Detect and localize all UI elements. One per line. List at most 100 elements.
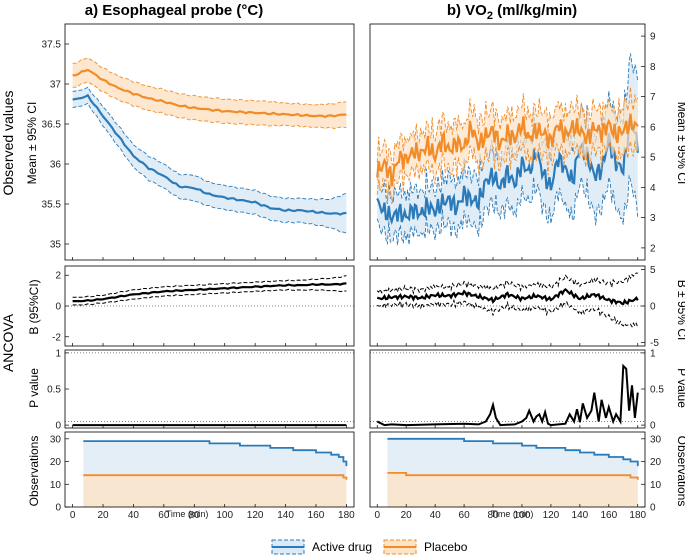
- panel-b-observations-placebo-line: [387, 472, 639, 480]
- panel-b-observed-mean-line-placebo: [376, 113, 639, 187]
- panel-a-observations-ytick-label-3: 30: [50, 434, 62, 445]
- legend: Active drug Placebo: [271, 539, 468, 555]
- panel-a-title: a) Esophageal probe (°C): [85, 2, 264, 19]
- panel-a-observed-mean-line-active-drug: [72, 93, 347, 216]
- panel-a-observations-xtick-label-4: 80: [189, 510, 201, 521]
- panel-a-observed-ci-upper-active-drug: [72, 86, 347, 201]
- observed-row-label: Observed values: [0, 90, 16, 195]
- panel-b-observations-xtick-label-5: 100: [514, 510, 531, 521]
- panel-a-ancova-B-ytick-label-0: -2: [52, 332, 61, 343]
- panel-b-ancova-B-ytick-label-1: 0: [650, 302, 656, 313]
- panel-a-observations-ytick-label-2: 20: [50, 457, 62, 468]
- panel-a-ancova-B-estimate-line: [72, 282, 347, 303]
- panel-a-observations-frame: [64, 431, 355, 508]
- panel-a-observed-ytick-label-2: 36: [50, 160, 62, 171]
- panel-a-observed-ytick-label-0: 35: [50, 240, 62, 251]
- panel-b-observations-xtick-label-3: 60: [459, 510, 471, 521]
- panel-b-observations-xtick-label-6: 120: [543, 510, 560, 521]
- panel-a-observed-ci-lower-active-drug: [72, 102, 347, 234]
- panel-a-observations-placebo-line: [83, 474, 348, 480]
- panel-b-pvalue-ytick-label-1: 0.5: [650, 385, 664, 396]
- panel-b-observations-active-line: [387, 437, 639, 467]
- panel-b-observed-ci-lower-placebo: [376, 140, 639, 204]
- x-axis-label-left: Time (min): [166, 509, 209, 519]
- panel-a-observations-xtick-label-3: 60: [158, 510, 170, 521]
- panel-b-observed-ytick-label-4: 6: [650, 122, 656, 133]
- panel-b-observed-ytick-label-6: 8: [650, 62, 656, 73]
- panel-b-observations-xtick-label-8: 160: [600, 510, 617, 521]
- panel-a-ancova-B-ytick-label-1: 0: [55, 302, 61, 313]
- panel-b-pvalue-ytick-label-0: 0: [650, 421, 656, 432]
- panel-a-observed-ci-band-active-drug: [72, 87, 347, 233]
- panel-a-observed-ytick-label-5: 37.5: [42, 40, 62, 51]
- panel-b-observations-xtick-label-4: 80: [487, 510, 499, 521]
- mean-ci-left-label: Mean ± 95% CI: [25, 102, 39, 185]
- panel-a-observed-ytick-label-1: 35.5: [42, 200, 62, 211]
- panel-a-observed-ytick-label-4: 37: [50, 80, 62, 91]
- panel-b-pvalue-pvalue-line: [376, 363, 639, 427]
- panel-a-ancova-B-ci-upper: [72, 275, 347, 298]
- panel-b-observations-ytick-label-1: 10: [650, 480, 662, 491]
- panel-a-observations-xtick-label-8: 160: [308, 510, 325, 521]
- panel-b-observations-ytick-label-2: 20: [650, 457, 662, 468]
- panel-b-observed-ytick-label-2: 4: [650, 183, 656, 194]
- panel-a-pvalue-ytick-label-1: 0.5: [47, 385, 61, 396]
- panel-b-observations-ytick-label-3: 30: [650, 434, 662, 445]
- panel-a-observations-active-line: [83, 440, 348, 467]
- panel-b-observed-frame: [369, 23, 646, 261]
- panel-a-ancova-B-ytick-label-2: 2: [55, 271, 61, 282]
- panel-b-pvalue-ytick-label-2: 1: [650, 348, 656, 359]
- panel-b-ancova-B-ytick-label-2: 5: [650, 265, 656, 276]
- panel-b-observed-plot: [376, 53, 639, 246]
- panel-b-ancova-B-frame: [369, 265, 646, 347]
- panel-b-observed-ytick-label-1: 3: [650, 213, 656, 224]
- panel-a-observed-mean-line-placebo: [72, 68, 347, 119]
- panel-b-observed-ytick-label-3: 5: [650, 153, 656, 164]
- panel-a-pvalue-frame: [64, 349, 355, 429]
- panel-b-ancova-B-ci-upper: [376, 272, 638, 296]
- panel-b-title-sub: 2: [487, 10, 493, 22]
- p-value-right-label: P value: [675, 368, 685, 408]
- panel-b-observed-ytick-label-0: 2: [650, 243, 656, 254]
- panel-a-observations-xtick-label-9: 180: [338, 510, 355, 521]
- panel-a-observations-xtick-label-7: 140: [277, 510, 294, 521]
- panel-b-ancova-B-ci-lower: [376, 298, 639, 328]
- panel-a-observations-placebo-area: [83, 475, 347, 507]
- panel-b-observations-placebo-area: [387, 472, 638, 507]
- x-axis-label-right: Time (min): [491, 509, 534, 519]
- mean-ci-right-label: Mean ± 95% CI: [675, 102, 685, 185]
- panel-b-observations-ytick-label-0: 0: [650, 503, 656, 514]
- panels: 3535.53636.53737.523456789-202-50500.510…: [42, 23, 664, 521]
- panel-a-observations-xtick-label-2: 40: [128, 510, 140, 521]
- observations-right-label: Observations: [675, 436, 685, 507]
- legend-placebo-label: Placebo: [424, 540, 468, 554]
- legend-active-label: Active drug: [312, 540, 372, 554]
- ancova-row-label: ANCOVA: [0, 313, 16, 372]
- panel-a-pvalue-ytick-label-2: 1: [55, 348, 61, 359]
- panel-a-observations-xtick-label-0: 0: [70, 510, 76, 521]
- panel-a-observations-xtick-label-6: 120: [247, 510, 264, 521]
- panel-b-observations-frame: [369, 431, 646, 508]
- panel-a-observed-ytick-label-3: 36.5: [42, 120, 62, 131]
- panel-b-observations-xtick-label-0: 0: [374, 510, 380, 521]
- panel-b-title-main: b) VO: [447, 2, 487, 19]
- panel-b-observations-xtick-label-7: 140: [572, 510, 589, 521]
- b-ci-right-label: B ± 95% CI: [675, 280, 685, 341]
- panel-b-observations-xtick-label-9: 180: [629, 510, 646, 521]
- panel-b-observed-ytick-label-7: 9: [650, 32, 656, 43]
- panel-a-ancova-B-ci-lower: [72, 288, 347, 306]
- panel-b-observations-xtick-label-1: 20: [401, 510, 413, 521]
- panel-b-observed-ci-lower-active-drug: [376, 175, 639, 246]
- panel-b-ancova-B-ytick-label-0: -5: [650, 338, 659, 349]
- panel-b-observations-xtick-label-2: 40: [430, 510, 442, 521]
- panel-a-observations-ytick-label-1: 10: [50, 480, 62, 491]
- panel-b-title: b) VO2 (ml/kg/min): [447, 2, 577, 22]
- panel-a-observed-plot: [72, 57, 347, 234]
- panel-b-observed-ytick-label-5: 7: [650, 92, 656, 103]
- panel-b-pvalue-frame: [369, 349, 646, 429]
- b-ci-left-label: B (95%CI): [27, 279, 41, 334]
- p-value-left-label: P value: [27, 368, 41, 408]
- panel-a-observations-xtick-label-1: 20: [97, 510, 109, 521]
- panel-a-observations-xtick-label-5: 100: [216, 510, 233, 521]
